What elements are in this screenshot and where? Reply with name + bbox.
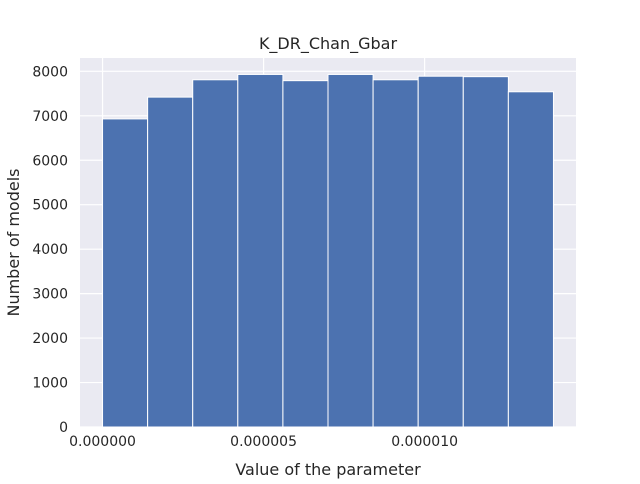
histogram-bars xyxy=(102,73,554,428)
histogram-bar xyxy=(372,79,419,428)
histogram-bar xyxy=(282,80,329,428)
x-tick-labels: 0.000000 0.000005 0.000010 xyxy=(69,434,458,450)
histogram-bar xyxy=(417,75,464,428)
x-tick-label: 0.000010 xyxy=(391,434,458,450)
y-tick-labels: 0 1000 2000 3000 4000 5000 6000 7000 8000 xyxy=(32,64,68,436)
histogram-bar xyxy=(192,79,239,428)
y-tick-label: 3000 xyxy=(32,287,68,303)
y-tick-label: 6000 xyxy=(32,153,68,169)
histogram-bar xyxy=(147,96,194,428)
y-tick-label: 2000 xyxy=(32,331,68,347)
x-tick-label: 0.000000 xyxy=(69,434,136,450)
histogram-bar xyxy=(507,91,554,428)
histogram-bar xyxy=(462,76,509,428)
y-tick-label: 4000 xyxy=(32,242,68,258)
chart-title: K_DR_Chan_Gbar xyxy=(259,34,398,54)
y-tick-label: 1000 xyxy=(32,376,68,392)
x-axis-label: Value of the parameter xyxy=(235,460,421,479)
x-tick-label: 0.000005 xyxy=(230,434,297,450)
y-tick-label: 8000 xyxy=(32,64,68,80)
y-tick-label: 5000 xyxy=(32,198,68,214)
y-tick-label: 0 xyxy=(59,420,68,436)
y-tick-label: 7000 xyxy=(32,109,68,125)
histogram-bar xyxy=(237,73,284,428)
y-axis-label: Number of models xyxy=(4,168,23,316)
histogram-bar xyxy=(102,118,149,428)
histogram-bar xyxy=(327,73,374,428)
